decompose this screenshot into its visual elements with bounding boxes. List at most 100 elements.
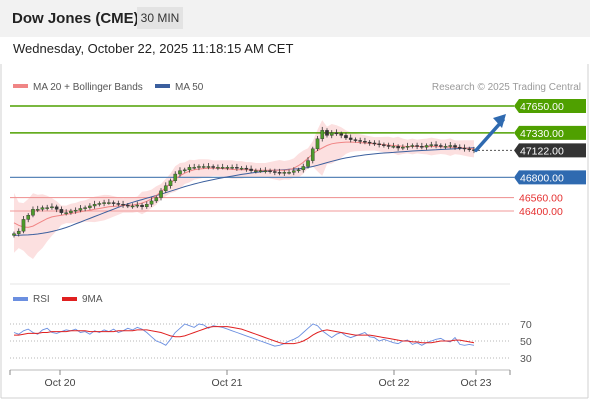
candle-body: [377, 143, 381, 146]
ma20-legend-label: MA 20 + Bollinger Bands: [33, 82, 143, 93]
candle-body: [434, 144, 438, 146]
candle-body: [410, 145, 415, 147]
rsi-ma-legend-swatch: [62, 297, 77, 301]
candle-body: [367, 141, 372, 144]
candle-body: [168, 180, 173, 186]
candle-body: [363, 141, 367, 143]
candle-body: [197, 166, 201, 168]
candle-body: [391, 146, 396, 148]
forecast-arrow-shaft: [474, 118, 505, 153]
candlesticks: [12, 126, 476, 238]
candle-body: [420, 146, 424, 148]
rsi-ma-line: [14, 326, 475, 345]
level-tag-47650.00: [514, 99, 586, 113]
candle-body: [31, 209, 35, 216]
candle-body: [282, 172, 287, 174]
candle-body: [239, 167, 244, 170]
candle-body: [334, 132, 339, 135]
rsi-tick-30: 30: [520, 353, 532, 365]
bollinger-band: [14, 120, 474, 259]
candle-body: [163, 185, 168, 192]
candle-body: [216, 167, 220, 169]
date-line: Wednesday, October 22, 2025 11:18:15 AM …: [13, 41, 294, 56]
candle-body: [50, 206, 54, 209]
candle-body: [301, 166, 306, 171]
level-label-46800.00: 46800.00: [520, 172, 564, 184]
candle-body: [187, 167, 192, 171]
candle-body: [453, 145, 457, 148]
candle-body: [443, 146, 448, 148]
x-tick-label: Oct 21: [212, 377, 243, 389]
candle-body: [325, 130, 329, 136]
x-tick-label: Oct 20: [45, 377, 76, 389]
candle-body: [457, 146, 462, 149]
candle-body: [415, 145, 419, 147]
candle-body: [211, 166, 215, 168]
candle-body: [230, 167, 234, 169]
timeframe-button[interactable]: 30 MIN: [137, 7, 183, 29]
candle-body: [126, 204, 130, 207]
candle-body: [429, 144, 434, 146]
candle-body: [320, 130, 325, 139]
ma50-legend-swatch: [155, 84, 170, 88]
rsi-tick-70: 70: [520, 319, 532, 331]
candle-body: [16, 230, 21, 234]
candle-body: [35, 209, 40, 211]
level-lines: [10, 105, 514, 212]
candle-body: [306, 160, 310, 167]
forecast-arrow: [474, 114, 506, 153]
candle-body: [273, 171, 277, 173]
candle-body: [382, 144, 386, 146]
candle-body: [287, 172, 291, 174]
candle-body: [64, 212, 68, 214]
ma20-line: [13, 141, 475, 228]
candle-body: [149, 200, 154, 205]
level-label-47330.00: 47330.00: [520, 128, 564, 140]
candle-body: [102, 202, 106, 204]
candle-body: [310, 148, 315, 161]
candle-body: [192, 167, 197, 169]
candle-body: [439, 145, 443, 147]
candle-body: [353, 139, 358, 141]
candle-body: [235, 167, 239, 169]
candle-body: [401, 146, 405, 149]
candle-body: [21, 219, 26, 232]
candle-body: [26, 214, 31, 220]
candle-body: [121, 204, 125, 206]
candle-body: [116, 203, 121, 205]
rsi-ma-legend-label: 9MA: [82, 294, 103, 305]
candle-body: [268, 170, 272, 172]
candle-body: [244, 167, 249, 170]
candle-body: [73, 209, 78, 212]
level-tag-47330.00: [514, 125, 586, 140]
level-label-46560.00: 46560.00: [519, 193, 563, 205]
ma50-line: [13, 147, 475, 236]
candle-body: [88, 205, 92, 208]
candle-body: [111, 202, 116, 204]
candle-body: [462, 147, 467, 150]
candle-body: [225, 167, 230, 169]
candle-body: [135, 204, 140, 207]
candle-body: [291, 170, 296, 173]
candle-body: [249, 168, 253, 171]
level-tag-47122.00: [514, 143, 586, 158]
candle-body: [92, 204, 97, 207]
forecast-arrow-head: [493, 114, 506, 128]
candle-body: [448, 145, 453, 147]
candle-body: [107, 202, 111, 204]
candle-body: [154, 197, 159, 202]
candle-body: [277, 172, 282, 174]
candle-body: [315, 138, 320, 150]
candle-body: [178, 170, 182, 175]
candle-body: [59, 209, 64, 213]
bollinger-band-area: [14, 120, 474, 259]
candle-body: [201, 166, 206, 168]
candle-body: [206, 166, 211, 168]
candle-body: [296, 169, 301, 172]
header-bar: Dow Jones (CME) 30 MIN: [0, 0, 590, 37]
moving-averages: [13, 141, 475, 236]
candle-body: [467, 148, 472, 151]
level-tag-46800.00: [514, 170, 586, 185]
rsi-legend-swatch: [13, 297, 28, 301]
candle-body: [97, 203, 102, 205]
